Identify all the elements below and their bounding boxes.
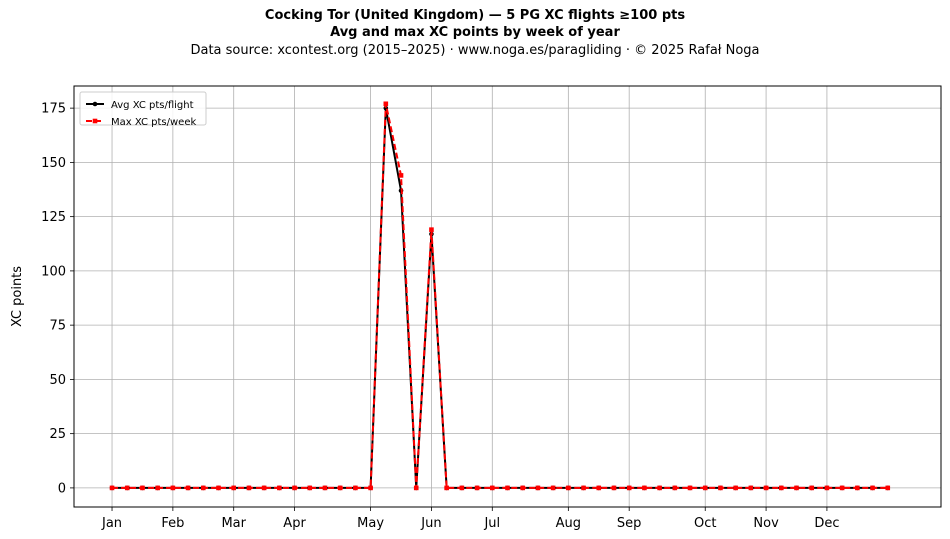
data-point [839, 485, 845, 491]
data-point [824, 485, 830, 491]
data-point [246, 485, 252, 491]
data-point [124, 485, 130, 491]
data-point [459, 485, 465, 491]
data-point [261, 485, 267, 491]
data-point [413, 485, 419, 491]
data-point [216, 485, 221, 491]
legend-swatch-marker [92, 101, 98, 107]
x-tick-label: Jul [483, 516, 500, 531]
data-point [277, 485, 282, 491]
x-tick-label: Feb [161, 516, 184, 531]
data-point [200, 485, 206, 491]
data-point [489, 485, 495, 491]
data-point [474, 485, 480, 491]
data-point [155, 485, 160, 491]
chart-title: Cocking Tor (United Kingdom) — 5 PG XC f… [264, 8, 686, 23]
data-point [520, 485, 526, 491]
legend-swatch-marker [92, 118, 98, 124]
data-point [733, 485, 738, 491]
y-tick-label: 100 [41, 264, 66, 279]
data-point [581, 485, 586, 491]
data-point [870, 485, 875, 491]
data-point [444, 485, 449, 491]
data-point [718, 485, 723, 491]
y-tick-label: 175 [41, 102, 66, 117]
data-point [626, 485, 632, 491]
data-point [748, 485, 754, 491]
grid-lines [74, 86, 941, 507]
data-point [307, 485, 313, 491]
data-point [611, 485, 617, 491]
data-point [702, 485, 708, 491]
legend-label: Avg XC pts/flight [111, 100, 194, 111]
x-tick-label: Dec [814, 516, 839, 531]
data-point [140, 485, 145, 491]
x-tick-label: Oct [694, 516, 716, 531]
x-tick-label: Aug [556, 516, 581, 531]
data-point [368, 485, 373, 491]
x-tick-label: Jan [101, 516, 122, 531]
data-point [383, 101, 389, 107]
data-point [687, 485, 693, 491]
legend-label: Max XC pts/week [111, 117, 196, 128]
data-point [292, 485, 297, 491]
series-line [112, 107, 888, 489]
y-tick-label: 0 [58, 481, 66, 496]
axis-ticks: Jan Feb Mar Apr May Jun Jul Aug Sep Oct Nov Dec 0 25 5… [41, 102, 839, 531]
data-point [322, 485, 328, 491]
x-tick-label: Mar [221, 516, 246, 531]
data-point [170, 485, 176, 491]
chart-source: Data source: xcontest.org (2015–2025) · … [190, 43, 760, 58]
chart-subtitle: Avg and max XC points by week of year [330, 25, 620, 40]
data-point [657, 485, 662, 491]
data-point [535, 485, 541, 491]
data-point [231, 485, 237, 491]
series-lines [109, 101, 891, 491]
y-tick-label: 125 [41, 210, 66, 225]
x-tick-label: Sep [617, 516, 642, 531]
data-point [109, 485, 115, 491]
series-line [112, 102, 888, 489]
legend: Avg XC pts/flight Max XC pts/week [79, 91, 207, 128]
data-point [778, 485, 784, 491]
data-point [398, 173, 404, 178]
x-tick-label: Nov [753, 516, 779, 531]
data-point [429, 227, 434, 232]
data-point [566, 485, 571, 491]
x-tick-label: May [357, 516, 384, 531]
y-tick-label: 50 [49, 373, 66, 388]
data-point [642, 485, 647, 491]
data-point [596, 485, 602, 491]
y-axis-label: XC points [10, 266, 25, 327]
data-point [855, 485, 860, 491]
data-point [885, 485, 891, 491]
y-tick-label: 150 [41, 156, 66, 171]
data-point [505, 485, 510, 491]
data-point [794, 485, 799, 491]
y-tick-label: 75 [49, 319, 66, 334]
series-max [109, 101, 891, 491]
legend-box [79, 91, 207, 126]
plot-frame [73, 85, 942, 508]
data-point [763, 485, 769, 491]
data-point [337, 485, 343, 491]
y-tick-label: 25 [49, 427, 66, 442]
series-avg [109, 105, 891, 491]
data-point [550, 485, 556, 491]
data-point [672, 485, 678, 491]
x-tick-label: Apr [283, 516, 306, 531]
x-tick-label: Jun [420, 516, 441, 531]
data-point [809, 485, 815, 491]
data-point [185, 485, 191, 491]
data-point [353, 485, 358, 491]
